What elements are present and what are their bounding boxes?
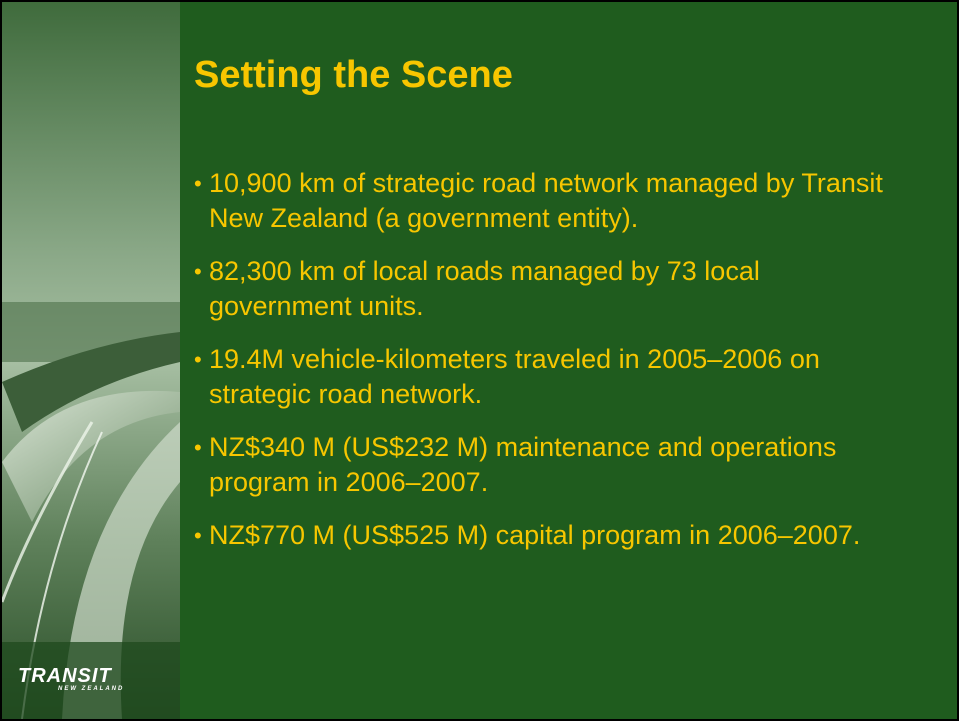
bullet: NZ$770 M (US$525 M) capital program in 2…	[194, 518, 894, 553]
logo-name: TRANSIT	[18, 666, 124, 686]
bullet: 82,300 km of local roads managed by 73 l…	[194, 254, 894, 324]
logo: TRANSIT NEW ZEALAND	[18, 666, 124, 692]
bullet: 19.4M vehicle-kilometers traveled in 200…	[194, 342, 894, 412]
logo-tagline: NEW ZEALAND	[58, 686, 124, 692]
page: Setting the Scene 10,900 km of strategic…	[0, 0, 959, 721]
slide: Setting the Scene 10,900 km of strategic…	[0, 0, 959, 721]
bullet: NZ$340 M (US$232 M) maintenance and oper…	[194, 430, 894, 500]
bullet-list: 10,900 km of strategic road network mana…	[194, 166, 894, 571]
side-photo	[2, 2, 180, 719]
slide-title: Setting the Scene	[194, 54, 513, 97]
bullet: 10,900 km of strategic road network mana…	[194, 166, 894, 236]
